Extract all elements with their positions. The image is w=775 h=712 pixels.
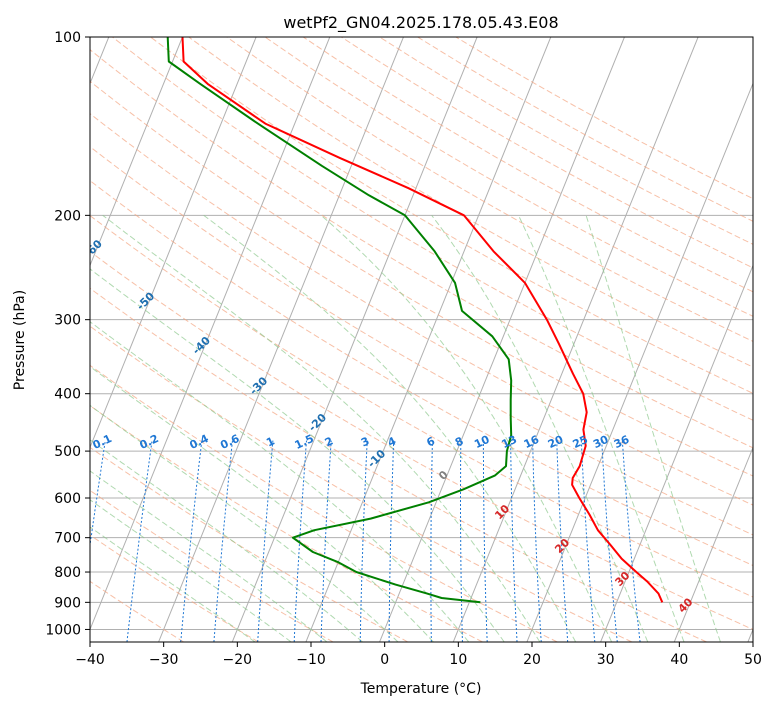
dry-adiabat-line [0,37,707,642]
dry-adiabat-line [151,37,775,642]
mixing-ratio-label: 8 [453,434,465,449]
mixing-ratio-line [258,441,273,642]
isotherm-value-label: -70 [29,185,52,208]
adiabat-value-label: 40 [676,595,696,615]
y-tick-label: 1000 [45,622,81,638]
mixing-ratio-line [511,441,517,642]
dry-adiabat-line [36,37,775,642]
y-tick-label: 200 [54,208,81,224]
mixing-ratio-label: 36 [612,433,632,451]
mixing-ratio-line [181,441,202,642]
y-axis-label: Pressure (hPa) [12,290,28,390]
isotherm-line [748,37,775,642]
isotherm-line [453,37,698,642]
y-tick-label: 700 [54,531,81,547]
mixing-ratio-label: 1.5 [293,432,316,452]
mixing-ratio-line [581,441,595,642]
mixing-ratio-label: 0.1 [91,432,114,452]
adiabat-value-label: 20 [552,536,572,556]
chart-title: wetPf2_GN04.2025.178.05.43.E08 [283,13,558,33]
moist-adiabat-line [519,215,685,642]
dry-adiabat-line [227,37,775,642]
mixing-ratio-line [360,441,367,642]
isotherm-line [11,37,256,642]
dry-adiabat-line [0,37,775,642]
mixing-ratio-label: 16 [522,433,542,451]
mixing-ratio-label: 1 [264,434,276,449]
y-tick-label: 500 [54,444,81,460]
mixing-ratio-line [602,441,618,642]
mixing-ratio-label: 0.2 [138,432,161,452]
mixing-ratio-line [622,441,640,642]
x-tick-label: −40 [75,652,105,668]
dry-adiabat-line [0,37,775,642]
dry-adiabat-line [112,37,775,642]
x-tick-label: −20 [223,652,253,668]
y-tick-label: 100 [54,30,81,46]
isotherm-line [601,37,775,642]
dry-adiabat-line [303,37,775,642]
dry-adiabat-line [0,37,333,642]
mixing-ratio-label: 6 [424,434,437,449]
mixing-ratio-label: 2 [323,434,335,449]
y-tick-label: 300 [54,313,81,329]
isotherm-value-label: -50 [134,289,157,312]
label-layer: 0.10.20.40.611.52346810131620253036-100-… [0,40,696,616]
mixing-ratio-line [483,441,487,642]
mixing-ratio-label: 13 [500,433,519,451]
mixing-ratio-label: 0.4 [187,432,210,452]
dry-adiabat-line [0,37,775,642]
x-tick-label: 10 [449,652,467,668]
moist-adiabat-line [0,215,291,642]
isotherm-line [674,37,775,642]
grid-layer [0,37,775,642]
mixing-ratio-line [214,441,233,642]
x-tick-label: −10 [296,652,326,668]
dry-adiabat-line [0,37,557,642]
y-tick-label: 900 [54,595,81,611]
dry-adiabat-line [0,37,775,642]
dry-adiabat-line [0,37,775,642]
x-tick-label: 20 [523,652,541,668]
x-tick-label: 50 [744,652,762,668]
mixing-ratio-line [533,441,542,642]
mixing-ratio-label: 0.6 [218,432,241,452]
isotherm-value-label: -20 [306,411,329,434]
moist-adiabat-line [103,215,540,642]
isotherm-line [159,37,404,642]
y-tick-label: 800 [54,565,81,581]
x-axis-label: Temperature (°C) [360,681,482,697]
mixing-ratio-label: 3 [359,434,371,449]
dry-adiabat-line [74,37,775,642]
mixing-ratio-line [461,441,463,642]
isotherm-value-label: -60 [82,237,105,260]
x-tick-label: 30 [597,652,615,668]
isotherm-value-label: -40 [190,334,213,357]
isotherm-value-label: -10 [365,447,388,470]
y-tick-label: 600 [54,491,81,507]
x-tick-label: 0 [380,652,389,668]
dry-adiabat-line [0,37,483,642]
y-tick-label: 400 [54,387,81,403]
x-tick-label: 40 [670,652,688,668]
mixing-ratio-label: 20 [546,433,566,451]
x-tick-label: −30 [149,652,179,668]
isotherm-line [306,37,551,642]
dry-adiabat-line [380,37,775,642]
mixing-ratio-label: 4 [386,434,399,449]
